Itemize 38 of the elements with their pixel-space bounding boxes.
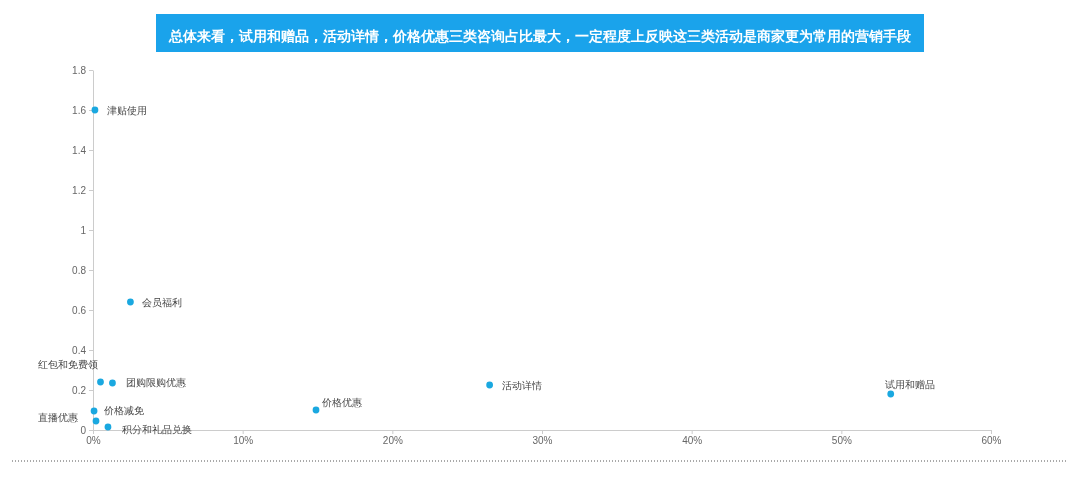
y-tick-label: 1.8: [72, 64, 87, 76]
point: [92, 417, 100, 425]
point: [486, 381, 493, 389]
annotation: 价格优惠: [321, 397, 362, 408]
annotation: 团购限购优惠: [126, 377, 187, 388]
x-tick-label: 0%: [86, 435, 101, 447]
y-tick-label: 0.6: [72, 304, 87, 316]
annotation: 价格减免: [103, 405, 145, 416]
x-tick-label: 10%: [233, 435, 254, 447]
point: [91, 106, 99, 114]
point: [887, 390, 895, 398]
x-tick-label: 60%: [981, 435, 1002, 447]
x-tick-label: 20%: [382, 435, 403, 447]
annotation: 红包和免费领: [38, 359, 99, 370]
y-tick-label: 1.2: [72, 184, 87, 196]
annotation: 试用和赠品: [884, 379, 935, 390]
annotation: 直播优惠: [37, 412, 78, 423]
point: [109, 379, 116, 387]
point: [104, 423, 112, 431]
point: [97, 378, 104, 386]
point: [312, 406, 320, 414]
x-tick-label: 40%: [682, 435, 703, 447]
y-tick-label: 0.8: [72, 264, 87, 276]
point: [127, 298, 134, 306]
x-tick-label: 50%: [831, 435, 852, 447]
annotation: 活动详情: [501, 380, 542, 391]
chart-title: 总体来看，试用和赠品，活动详情，价格优惠三类咨询占比最大，一定程度上反映这三类活动是商家更为常用的营销手段: [168, 28, 912, 44]
y-tick-label: 1.6: [72, 104, 87, 116]
annotation: 会员福利: [142, 297, 183, 308]
point: [90, 407, 98, 415]
annotation: 津贴使用: [106, 105, 147, 116]
y-tick-label: 0.2: [72, 384, 87, 396]
y-tick-label: 1.4: [72, 144, 87, 156]
y-tick-label: 0.4: [72, 344, 87, 356]
annotation: 积分和礼品兑换: [121, 424, 192, 435]
x-tick-label: 30%: [532, 435, 553, 447]
y-tick-label: 0: [80, 424, 87, 436]
y-tick-label: 1: [80, 224, 87, 236]
